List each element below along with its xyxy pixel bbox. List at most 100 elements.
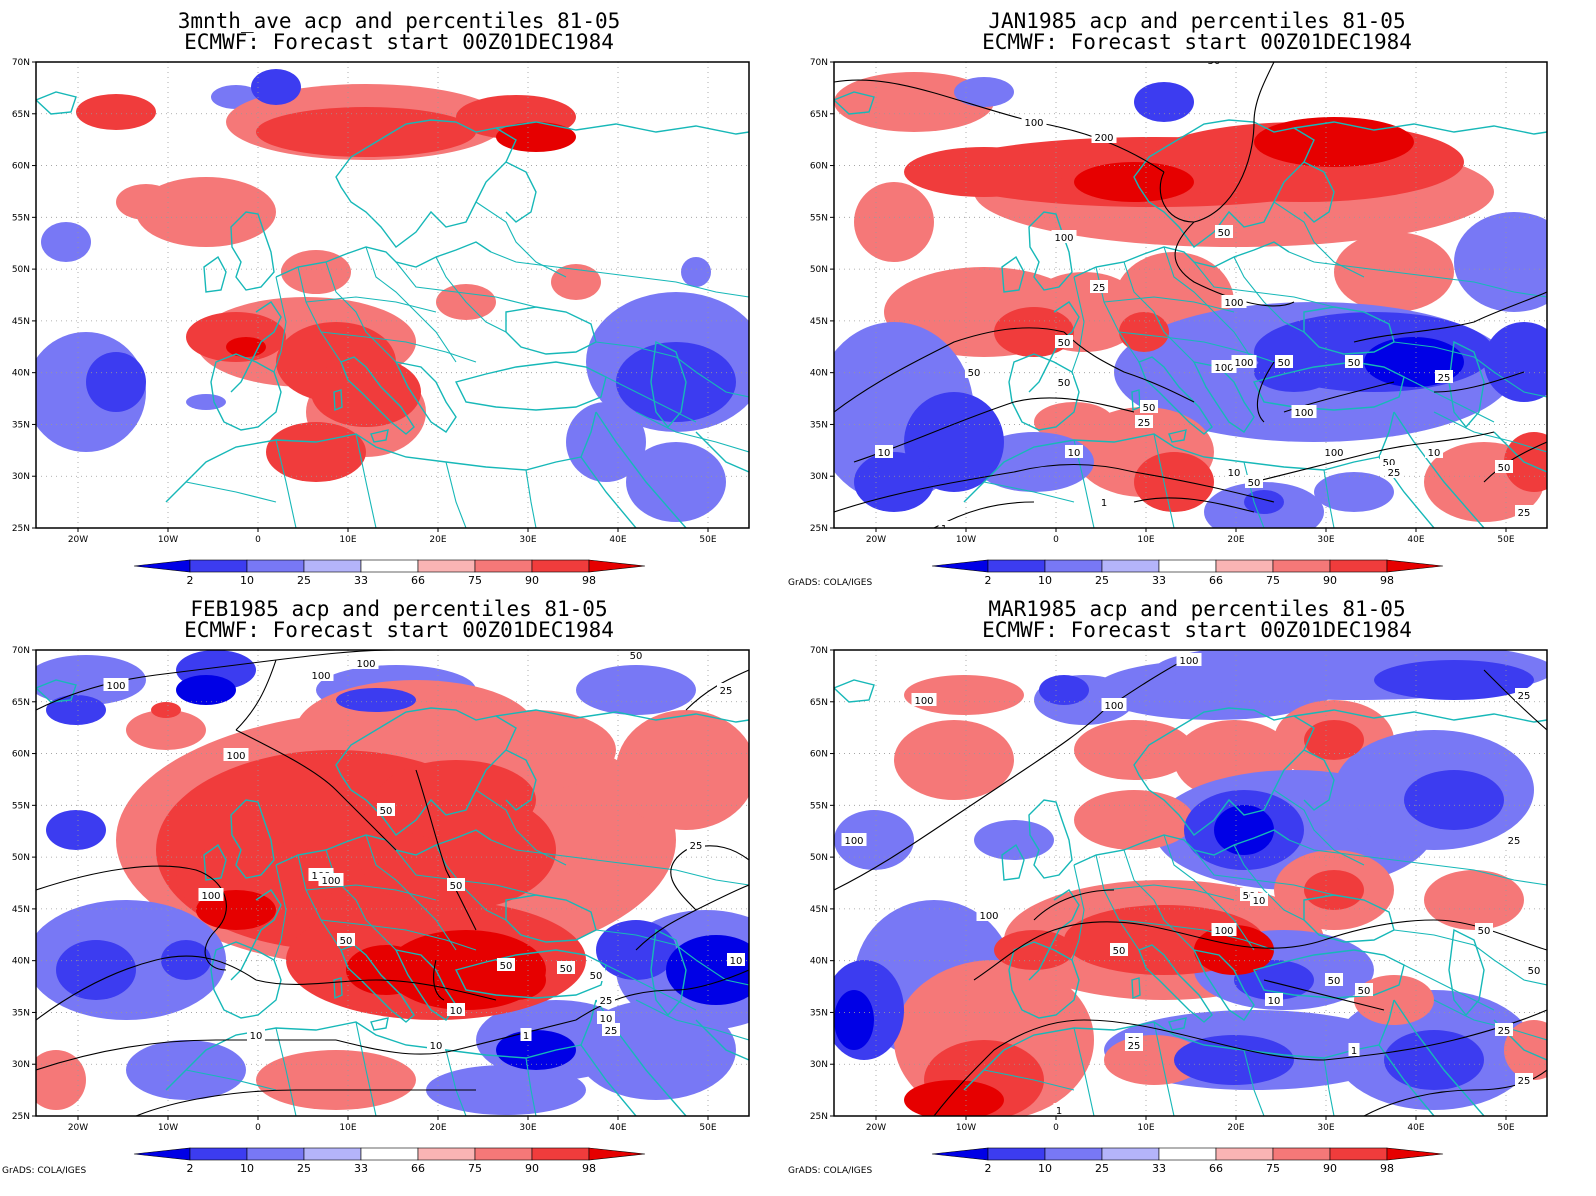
coastline bbox=[650, 928, 687, 1017]
lon-label: 20W bbox=[866, 535, 886, 545]
below-normal-area bbox=[46, 810, 106, 850]
contour-line bbox=[36, 650, 397, 711]
contour-label: 100 bbox=[1234, 358, 1253, 369]
contour-label: 50 bbox=[630, 651, 643, 662]
border-line bbox=[1233, 844, 1305, 921]
border-line bbox=[1433, 411, 1547, 453]
coastline bbox=[210, 353, 282, 431]
contour-label: 10 bbox=[250, 1031, 263, 1042]
lat-label: 30N bbox=[810, 472, 828, 482]
above-normal-area bbox=[36, 1050, 86, 1110]
lat-label: 25N bbox=[12, 524, 30, 534]
border-line bbox=[275, 1027, 297, 1116]
below-normal-area bbox=[566, 402, 646, 482]
lat-label: 70N bbox=[12, 646, 30, 656]
colorbar-segment bbox=[531, 559, 590, 573]
coastlines bbox=[834, 679, 1547, 1116]
contour-label-bg bbox=[1380, 455, 1398, 468]
colorbar: 2 10 25 33 66 75 90 98 bbox=[133, 559, 646, 587]
border-line bbox=[185, 1069, 277, 1091]
border-line bbox=[1193, 849, 1335, 896]
contour-label: 1 bbox=[941, 524, 947, 535]
lat-label: 45N bbox=[810, 905, 828, 915]
contour-label: 50 bbox=[1498, 463, 1511, 474]
contour-label-bg bbox=[1091, 130, 1117, 143]
lon-label: 0 bbox=[1053, 1123, 1059, 1133]
lon-label: 40E bbox=[1407, 535, 1424, 545]
border-line bbox=[1103, 296, 1235, 313]
below-normal-area bbox=[86, 352, 146, 412]
below-normal-area bbox=[1214, 805, 1274, 855]
colorbar-segment bbox=[360, 559, 419, 573]
lon-label: 30E bbox=[1317, 1123, 1334, 1133]
colorbar-label: 90 bbox=[525, 1162, 539, 1175]
border-line bbox=[185, 481, 277, 503]
contour-label: 100 bbox=[311, 671, 330, 682]
colorbar-label: 10 bbox=[240, 1162, 254, 1175]
colorbar-segment bbox=[303, 1147, 362, 1161]
contour-label-bg bbox=[198, 888, 224, 901]
contour-line bbox=[834, 463, 1275, 513]
map-area bbox=[36, 62, 749, 528]
colorbar-label: 25 bbox=[297, 574, 311, 587]
coastline bbox=[505, 161, 537, 223]
colorbar-arrow-low bbox=[931, 1147, 989, 1161]
map-layers: 100 100 100 25 100 25 100 50 100 50 50 50 50 50 25 10 10… bbox=[834, 650, 1547, 1116]
contour-label: 25 bbox=[1093, 283, 1106, 294]
lat-label: 30N bbox=[12, 472, 30, 482]
border-line bbox=[595, 341, 749, 398]
contour-label: 50 bbox=[1278, 358, 1291, 369]
lat-label: 40N bbox=[12, 957, 30, 967]
border-line bbox=[525, 469, 537, 528]
lat-label: 30N bbox=[12, 1060, 30, 1070]
coastline bbox=[505, 749, 537, 811]
colorbar-segment bbox=[1215, 559, 1274, 573]
below-normal-area bbox=[1484, 322, 1547, 402]
coastline bbox=[1303, 161, 1335, 223]
below-normal-area bbox=[576, 665, 696, 715]
lon-label: 20E bbox=[429, 1123, 446, 1133]
lat-label: 45N bbox=[810, 317, 828, 327]
border-line bbox=[983, 481, 1075, 503]
contour-label: 50 bbox=[450, 881, 463, 892]
lat-label: 40N bbox=[12, 369, 30, 379]
coastline bbox=[1393, 999, 1485, 1116]
above-normal-area bbox=[1304, 870, 1364, 910]
border-line bbox=[275, 439, 297, 528]
colorbar-arrow-low bbox=[133, 559, 191, 573]
contour-label: 100 bbox=[106, 681, 125, 692]
colorbar-segment bbox=[1329, 559, 1388, 573]
coastline bbox=[495, 709, 749, 723]
map-layers bbox=[36, 62, 749, 528]
contour-label: 10 bbox=[1428, 448, 1441, 459]
below-normal-area bbox=[496, 1030, 576, 1070]
contour-label: 50 bbox=[968, 368, 981, 379]
contour-label: 10 bbox=[1268, 996, 1281, 1007]
colorbar-segment bbox=[360, 1147, 419, 1161]
lon-label: 10W bbox=[158, 535, 178, 545]
lon-label: 40E bbox=[609, 535, 626, 545]
coastline bbox=[1448, 340, 1485, 429]
contour-line bbox=[415, 769, 477, 931]
lat-label: 55N bbox=[810, 213, 828, 223]
coastline bbox=[275, 241, 492, 278]
coastline bbox=[335, 119, 517, 248]
lat-label: 60N bbox=[12, 162, 30, 172]
lat-label: 60N bbox=[810, 162, 828, 172]
above-normal-area bbox=[1254, 117, 1414, 167]
panel-jan1985: JAN1985 acp and percentiles 81-05 ECMWF:… bbox=[788, 0, 1596, 598]
grads-credit: GrADS: COLA/IGES bbox=[788, 578, 873, 588]
colorbar-segment bbox=[474, 559, 533, 573]
below-normal-area bbox=[626, 442, 726, 522]
contour-label: 50 bbox=[340, 936, 353, 947]
above-normal-area bbox=[904, 1080, 1004, 1116]
border-line bbox=[525, 1057, 537, 1116]
border-line bbox=[1243, 1049, 1265, 1116]
border-line bbox=[1393, 341, 1547, 398]
coastline bbox=[1293, 709, 1547, 723]
contour-label-bg bbox=[1021, 115, 1047, 128]
lon-label: 10W bbox=[158, 1123, 178, 1133]
colorbar-label: 33 bbox=[354, 1162, 368, 1175]
contour-line bbox=[834, 327, 1065, 413]
